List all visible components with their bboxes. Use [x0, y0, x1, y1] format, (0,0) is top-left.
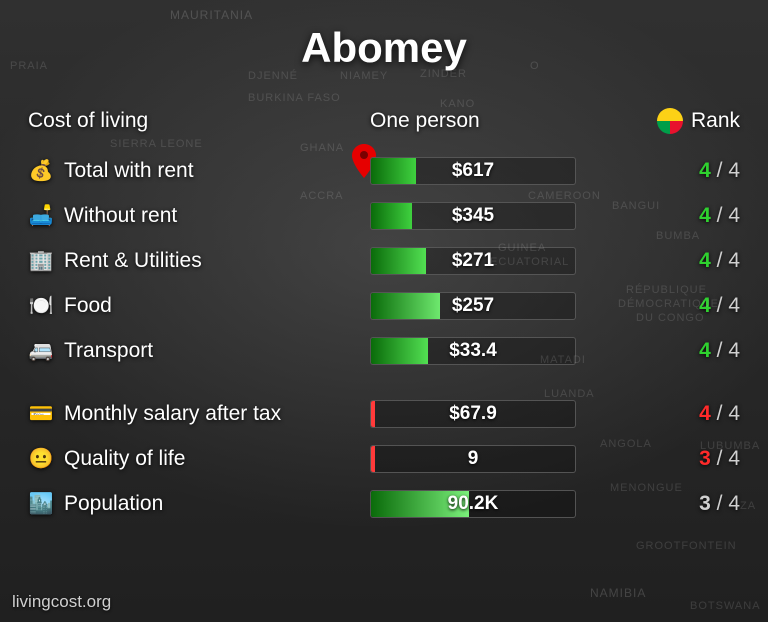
- header-label: Cost of living: [28, 109, 370, 133]
- metric-bar-cell: $67.9: [370, 400, 608, 428]
- metric-value: $271: [371, 248, 575, 274]
- metric-label-text: Rent & Utilities: [64, 249, 202, 273]
- metric-bar-cell: $33.4: [370, 337, 608, 365]
- flag-icon: [657, 108, 683, 134]
- metric-bar-cell: $271: [370, 247, 608, 275]
- metric-icon: 🚐: [28, 338, 54, 363]
- header-rank: Rank: [608, 108, 740, 134]
- rank-of: / 4: [711, 492, 740, 515]
- metric-label-text: Transport: [64, 339, 153, 363]
- rank-number: 4: [699, 339, 711, 362]
- metric-value: $33.4: [371, 338, 575, 364]
- metric-bar-cell: $345: [370, 202, 608, 230]
- metric-bar: 9: [370, 445, 576, 473]
- metric-rank: 3 / 4: [608, 492, 740, 516]
- header-value: One person: [370, 109, 608, 133]
- metric-row: 💳 Monthly salary after tax $67.9 4 / 4: [28, 391, 740, 436]
- metric-label: 😐 Quality of life: [28, 446, 370, 471]
- metric-icon: 😐: [28, 446, 54, 471]
- metric-value: $67.9: [371, 401, 575, 427]
- metric-rank: 4 / 4: [608, 159, 740, 183]
- metric-value: 90.2K: [371, 491, 575, 517]
- metric-bar-cell: $257: [370, 292, 608, 320]
- header-rank-text: Rank: [691, 109, 740, 133]
- rows-container: 💰 Total with rent $617 4 / 4 🛋️ Without rent $…: [28, 148, 740, 526]
- metric-label: 🛋️ Without rent: [28, 203, 370, 228]
- metric-label-text: Quality of life: [64, 447, 185, 471]
- metric-row: 💰 Total with rent $617 4 / 4: [28, 148, 740, 193]
- rank-of: / 4: [711, 402, 740, 425]
- rank-number: 4: [699, 294, 711, 317]
- map-label: BOTSWANA: [690, 600, 761, 612]
- metric-rank: 3 / 4: [608, 447, 740, 471]
- metric-row: 🛋️ Without rent $345 4 / 4: [28, 193, 740, 238]
- metric-icon: 🍽️: [28, 293, 54, 318]
- rank-of: / 4: [711, 339, 740, 362]
- metric-bar-cell: 90.2K: [370, 490, 608, 518]
- metric-value: $345: [371, 203, 575, 229]
- metric-label: 💰 Total with rent: [28, 158, 370, 183]
- metric-icon: 🏙️: [28, 491, 54, 516]
- metric-bar: $33.4: [370, 337, 576, 365]
- metric-value: $617: [371, 158, 575, 184]
- rank-of: / 4: [711, 447, 740, 470]
- metric-label: 🏙️ Population: [28, 491, 370, 516]
- metric-bar-cell: $617: [370, 157, 608, 185]
- metric-rank: 4 / 4: [608, 249, 740, 273]
- metric-label-text: Without rent: [64, 204, 177, 228]
- map-label: ZA: [740, 500, 756, 512]
- rank-number: 3: [699, 447, 711, 470]
- metric-label-text: Total with rent: [64, 159, 194, 183]
- metric-row: 😐 Quality of life 9 3 / 4: [28, 436, 740, 481]
- footer-source: livingcost.org: [12, 592, 111, 612]
- rank-of: / 4: [711, 249, 740, 272]
- page-title: Abomey: [0, 0, 768, 72]
- metric-icon: 🛋️: [28, 203, 54, 228]
- column-headers: Cost of living One person Rank: [28, 100, 740, 142]
- metric-label: 🍽️ Food: [28, 293, 370, 318]
- rank-number: 4: [699, 249, 711, 272]
- metric-bar: 90.2K: [370, 490, 576, 518]
- metric-bar: $257: [370, 292, 576, 320]
- rank-number: 4: [699, 159, 711, 182]
- metric-bar: $617: [370, 157, 576, 185]
- metric-label-text: Monthly salary after tax: [64, 402, 281, 426]
- metric-rank: 4 / 4: [608, 339, 740, 363]
- content-panel: Cost of living One person Rank 💰 Total wi…: [28, 100, 740, 526]
- rank-number: 4: [699, 402, 711, 425]
- metric-value: $257: [371, 293, 575, 319]
- metric-bar: $271: [370, 247, 576, 275]
- metric-label: 🏢 Rent & Utilities: [28, 248, 370, 273]
- metric-row: 🍽️ Food $257 4 / 4: [28, 283, 740, 328]
- rank-number: 4: [699, 204, 711, 227]
- metric-bar: $67.9: [370, 400, 576, 428]
- metric-label: 🚐 Transport: [28, 338, 370, 363]
- map-label: NAMIBIA: [590, 586, 646, 600]
- metric-icon: 💰: [28, 158, 54, 183]
- metric-bar-cell: 9: [370, 445, 608, 473]
- metric-icon: 🏢: [28, 248, 54, 273]
- metric-label: 💳 Monthly salary after tax: [28, 401, 370, 426]
- rank-of: / 4: [711, 294, 740, 317]
- metric-label-text: Food: [64, 294, 112, 318]
- metric-bar: $345: [370, 202, 576, 230]
- metric-rank: 4 / 4: [608, 402, 740, 426]
- metric-row: 🏙️ Population 90.2K 3 / 4: [28, 481, 740, 526]
- metric-row: 🚐 Transport $33.4 4 / 4: [28, 328, 740, 373]
- rank-of: / 4: [711, 204, 740, 227]
- rank-of: / 4: [711, 159, 740, 182]
- metric-rank: 4 / 4: [608, 204, 740, 228]
- map-label: GROOTFONTEIN: [636, 540, 737, 552]
- metric-label-text: Population: [64, 492, 163, 516]
- metric-row: 🏢 Rent & Utilities $271 4 / 4: [28, 238, 740, 283]
- metric-rank: 4 / 4: [608, 294, 740, 318]
- metric-icon: 💳: [28, 401, 54, 426]
- rank-number: 3: [699, 492, 711, 515]
- metric-value: 9: [371, 446, 575, 472]
